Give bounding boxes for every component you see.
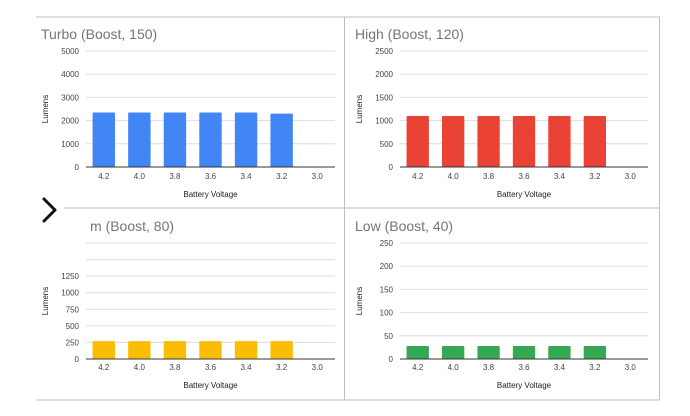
- x-tick-label: 3.6: [518, 363, 530, 372]
- bar: [270, 341, 293, 359]
- y-tick-label: 250: [66, 338, 80, 347]
- x-tick-label: 4.0: [448, 363, 460, 372]
- bar: [234, 341, 258, 359]
- y-tick-label: 750: [66, 305, 80, 314]
- x-tick-label: 3.8: [169, 172, 181, 181]
- y-tick-label: 1500: [375, 93, 393, 102]
- bar: [234, 112, 258, 167]
- x-tick-label: 3.8: [169, 363, 181, 372]
- bar: [441, 115, 465, 167]
- y-tick-label: 3000: [61, 93, 79, 102]
- x-tick-label: 4.0: [134, 363, 146, 372]
- y-axis-title: Lumens: [355, 287, 364, 315]
- y-tick-label: 500: [380, 140, 394, 149]
- y-tick-label: 1250: [61, 272, 79, 281]
- x-axis-title: Battery Voltage: [497, 190, 552, 199]
- y-tick-label: 150: [380, 285, 394, 294]
- bar: [92, 341, 115, 359]
- x-tick-label: 4.0: [448, 172, 460, 181]
- y-tick-label: 0: [389, 355, 394, 364]
- x-tick-label: 3.2: [589, 363, 601, 372]
- bar: [199, 341, 222, 359]
- y-tick-label: 250: [380, 239, 394, 248]
- bar: [512, 115, 536, 167]
- bar: [583, 115, 607, 167]
- x-tick-label: 3.6: [518, 172, 530, 181]
- x-axis-title: Battery Voltage: [183, 190, 238, 199]
- x-tick-label: 3.0: [625, 172, 637, 181]
- x-tick-label: 3.4: [554, 363, 566, 372]
- y-axis-title: Lumens: [355, 95, 364, 123]
- y-tick-label: 200: [380, 262, 394, 271]
- y-tick-label: 2000: [61, 117, 79, 126]
- y-tick-label: 0: [75, 355, 80, 364]
- x-tick-label: 3.0: [625, 363, 637, 372]
- bar: [128, 112, 151, 167]
- chart-title: Low (Boost, 40): [355, 218, 453, 234]
- bar: [548, 115, 571, 167]
- y-tick-label: 0: [75, 163, 80, 172]
- chart-title: m (Boost, 80): [90, 218, 174, 234]
- x-tick-label: 3.2: [589, 172, 601, 181]
- x-tick-label: 4.2: [412, 172, 424, 181]
- y-tick-label: 4000: [61, 70, 79, 79]
- bar: [477, 346, 500, 359]
- x-tick-label: 3.2: [276, 363, 288, 372]
- panel-frame: [36, 16, 660, 401]
- bar: [406, 346, 429, 359]
- y-tick-label: 0: [389, 163, 394, 172]
- chart-title: High (Boost, 120): [355, 26, 464, 42]
- y-tick-label: 2000: [375, 70, 393, 79]
- x-tick-label: 3.2: [276, 172, 288, 181]
- chart-panel-1: Turbo (Boost, 150) 0 1000 2000 3000 4000 5000 4…: [41, 26, 335, 199]
- y-tick-label: 1000: [375, 117, 393, 126]
- y-tick-label: 2500: [375, 47, 393, 56]
- bar: [512, 346, 536, 359]
- x-tick-label: 3.6: [205, 363, 217, 372]
- x-tick-label: 3.0: [312, 363, 324, 372]
- bar: [163, 341, 187, 359]
- y-tick-label: 100: [380, 309, 394, 318]
- x-tick-label: 3.0: [312, 172, 324, 181]
- chart-panel-3: m (Boost, 80) 0 250 500 750 1000 1250 4.2 4.0 3.8…: [41, 218, 335, 390]
- x-tick-label: 4.2: [412, 363, 424, 372]
- y-axis-title: Lumens: [41, 95, 50, 123]
- bar: [406, 115, 429, 167]
- x-tick-label: 3.8: [483, 172, 495, 181]
- x-tick-label: 3.4: [554, 172, 566, 181]
- bar: [163, 112, 187, 167]
- x-tick-label: 3.4: [241, 172, 253, 181]
- bar: [441, 346, 465, 359]
- y-tick-label: 1000: [61, 289, 79, 298]
- x-tick-label: 3.6: [205, 172, 217, 181]
- x-tick-label: 4.0: [134, 172, 146, 181]
- chevron-right-icon: [42, 197, 57, 223]
- x-tick-label: 3.8: [483, 363, 495, 372]
- bar: [548, 346, 571, 359]
- x-tick-label: 4.2: [98, 172, 110, 181]
- x-tick-label: 3.4: [241, 363, 253, 372]
- x-axis-title: Battery Voltage: [497, 381, 552, 390]
- bar: [583, 346, 607, 359]
- bar: [92, 112, 115, 167]
- y-tick-label: 500: [66, 322, 80, 331]
- y-axis-title: Lumens: [41, 287, 50, 315]
- chart-panel-4: Low (Boost, 40) 0 50 100 150 200 250 4.2 4.0 3.8 3…: [355, 218, 648, 390]
- x-axis-title: Battery Voltage: [183, 381, 238, 390]
- bar: [199, 112, 222, 167]
- y-tick-label: 50: [384, 332, 393, 341]
- y-tick-label: 1000: [61, 140, 79, 149]
- next-slide-button[interactable]: [36, 192, 64, 228]
- y-tick-label: 5000: [61, 47, 79, 56]
- bar: [477, 115, 500, 167]
- x-tick-label: 4.2: [98, 363, 110, 372]
- bar: [128, 341, 151, 359]
- chart-panel-2: High (Boost, 120) 0 500 1000 1500 2000 2500 4.2…: [355, 26, 648, 199]
- chart-title: Turbo (Boost, 150): [41, 26, 157, 42]
- bar: [270, 113, 293, 167]
